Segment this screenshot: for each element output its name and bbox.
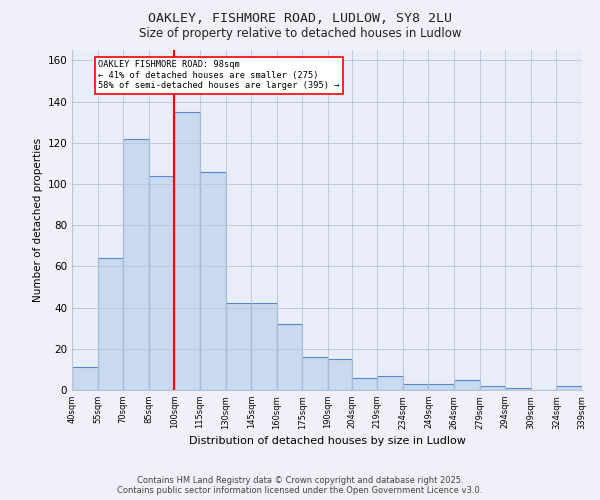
Text: Size of property relative to detached houses in Ludlow: Size of property relative to detached ho… (139, 28, 461, 40)
Text: OAKLEY, FISHMORE ROAD, LUDLOW, SY8 2LU: OAKLEY, FISHMORE ROAD, LUDLOW, SY8 2LU (148, 12, 452, 26)
Bar (556, 386, 582, 390)
Bar (403, 384, 428, 390)
Bar (98, 258, 123, 390)
Bar (479, 386, 505, 390)
Bar (175, 112, 200, 390)
Bar (277, 324, 302, 390)
X-axis label: Distribution of detached houses by size in Ludlow: Distribution of detached houses by size … (188, 436, 466, 446)
Text: OAKLEY FISHMORE ROAD: 98sqm
← 41% of detached houses are smaller (275)
58% of se: OAKLEY FISHMORE ROAD: 98sqm ← 41% of det… (98, 60, 340, 90)
Bar (454, 380, 479, 390)
Bar (149, 176, 175, 390)
Bar (352, 378, 377, 390)
Bar (328, 359, 352, 390)
Bar (302, 357, 328, 390)
Bar (505, 388, 531, 390)
Bar (251, 304, 277, 390)
Y-axis label: Number of detached properties: Number of detached properties (33, 138, 43, 302)
Bar (377, 376, 403, 390)
Bar (226, 304, 251, 390)
Bar (72, 368, 98, 390)
Bar (428, 384, 454, 390)
Bar (200, 172, 226, 390)
Bar (123, 138, 149, 390)
Text: Contains HM Land Registry data © Crown copyright and database right 2025.
Contai: Contains HM Land Registry data © Crown c… (118, 476, 482, 495)
